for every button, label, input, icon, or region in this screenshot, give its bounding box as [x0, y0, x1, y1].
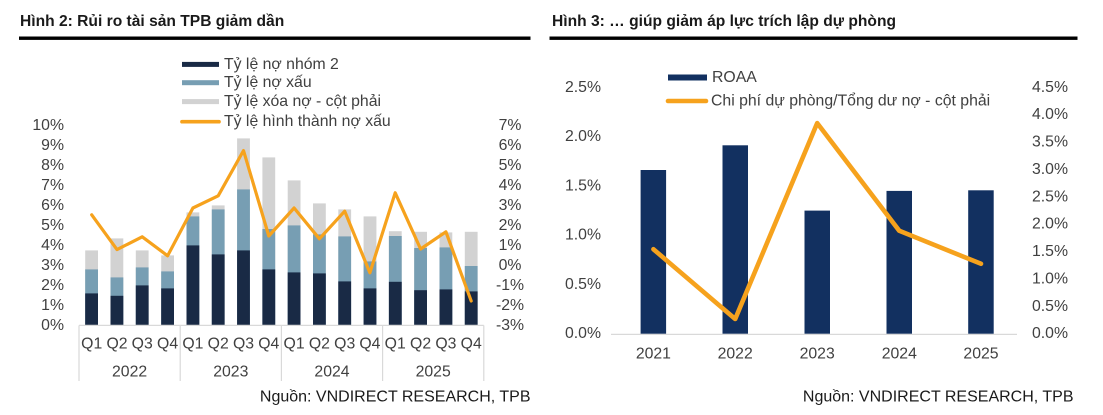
- svg-text:5%: 5%: [41, 217, 64, 234]
- svg-text:2023: 2023: [213, 364, 248, 381]
- svg-text:8%: 8%: [41, 157, 64, 174]
- svg-text:Q4: Q4: [461, 336, 482, 353]
- svg-text:2021: 2021: [636, 346, 671, 363]
- svg-text:Nguồn: VNDIRECT RESEARCH, TPB: Nguồn: VNDIRECT RESEARCH, TPB: [803, 389, 1074, 406]
- svg-text:4%: 4%: [499, 177, 522, 194]
- svg-text:2025: 2025: [416, 364, 451, 381]
- svg-text:2024: 2024: [882, 346, 917, 363]
- svg-text:6%: 6%: [499, 137, 522, 154]
- svg-text:Q3: Q3: [435, 336, 456, 353]
- svg-text:Q1: Q1: [385, 336, 406, 353]
- svg-text:Tỷ lệ nợ nhóm 2: Tỷ lệ nợ nhóm 2: [224, 56, 339, 73]
- svg-text:3%: 3%: [499, 197, 522, 214]
- svg-text:2%: 2%: [41, 277, 64, 294]
- svg-text:-3%: -3%: [496, 317, 524, 334]
- svg-text:7%: 7%: [41, 177, 64, 194]
- svg-text:10%: 10%: [32, 117, 64, 134]
- svg-text:4%: 4%: [41, 237, 64, 254]
- svg-text:Hình 2: Rủi ro tài sản TPB giả: Hình 2: Rủi ro tài sản TPB giảm dần: [20, 13, 284, 30]
- svg-text:Chi phí dự phòng/Tổng dư nợ -: Chi phí dự phòng/Tổng dư nợ - cột phải: [711, 92, 990, 110]
- svg-text:2024: 2024: [314, 364, 349, 381]
- svg-text:7%: 7%: [499, 117, 522, 134]
- svg-text:2.5%: 2.5%: [565, 79, 601, 96]
- svg-text:1.5%: 1.5%: [1032, 243, 1068, 260]
- svg-text:1.0%: 1.0%: [1032, 271, 1068, 288]
- svg-text:Tỷ lệ hình thành nợ xấu: Tỷ lệ hình thành nợ xấu: [224, 113, 391, 130]
- svg-text:0%: 0%: [41, 317, 64, 334]
- svg-text:2.5%: 2.5%: [1032, 188, 1068, 205]
- svg-text:1%: 1%: [41, 297, 64, 314]
- svg-text:Q2: Q2: [309, 336, 330, 353]
- svg-text:2025: 2025: [963, 346, 998, 363]
- svg-text:2022: 2022: [112, 364, 147, 381]
- svg-text:1.5%: 1.5%: [565, 177, 601, 194]
- svg-text:Tỷ lệ nợ xấu: Tỷ lệ nợ xấu: [224, 74, 312, 91]
- svg-text:4.5%: 4.5%: [1032, 79, 1068, 96]
- svg-text:-2%: -2%: [496, 297, 524, 314]
- svg-text:Q3: Q3: [233, 336, 254, 353]
- svg-text:3.5%: 3.5%: [1032, 134, 1068, 151]
- svg-text:1.0%: 1.0%: [565, 227, 601, 244]
- svg-text:2.0%: 2.0%: [1032, 216, 1068, 233]
- svg-text:Q1: Q1: [182, 336, 203, 353]
- svg-text:1%: 1%: [499, 237, 522, 254]
- svg-text:2%: 2%: [499, 217, 522, 234]
- svg-text:Q3: Q3: [334, 336, 355, 353]
- svg-text:Q2: Q2: [410, 336, 431, 353]
- svg-text:Q3: Q3: [132, 336, 153, 353]
- svg-text:2022: 2022: [718, 346, 753, 363]
- svg-text:ROAA: ROAA: [712, 69, 757, 86]
- svg-text:0%: 0%: [499, 257, 522, 274]
- svg-text:3.0%: 3.0%: [1032, 161, 1068, 178]
- svg-text:6%: 6%: [41, 197, 64, 214]
- svg-text:Hình 3: … giúp giảm áp lực trí: Hình 3: … giúp giảm áp lực trích lập dự …: [552, 13, 896, 30]
- svg-text:3%: 3%: [41, 257, 64, 274]
- svg-text:Q2: Q2: [106, 336, 127, 353]
- svg-text:Tỷ lệ xóa nợ - cột phải: Tỷ lệ xóa nợ - cột phải: [224, 93, 381, 110]
- svg-text:2023: 2023: [800, 346, 835, 363]
- svg-text:-1%: -1%: [496, 277, 524, 294]
- svg-text:Q1: Q1: [284, 336, 305, 353]
- svg-text:5%: 5%: [499, 157, 522, 174]
- svg-text:Q4: Q4: [258, 336, 279, 353]
- svg-text:4.0%: 4.0%: [1032, 106, 1068, 123]
- svg-text:9%: 9%: [41, 137, 64, 154]
- svg-text:0.5%: 0.5%: [565, 276, 601, 293]
- svg-text:Q4: Q4: [359, 336, 380, 353]
- svg-text:Q4: Q4: [157, 336, 178, 353]
- svg-text:0.0%: 0.0%: [1032, 325, 1068, 342]
- svg-text:Q1: Q1: [81, 336, 102, 353]
- svg-text:Q2: Q2: [208, 336, 229, 353]
- svg-text:Nguồn: VNDIRECT RESEARCH, TPB: Nguồn: VNDIRECT RESEARCH, TPB: [260, 389, 531, 406]
- svg-text:2.0%: 2.0%: [565, 128, 601, 145]
- svg-text:0.0%: 0.0%: [565, 325, 601, 342]
- svg-text:0.5%: 0.5%: [1032, 298, 1068, 315]
